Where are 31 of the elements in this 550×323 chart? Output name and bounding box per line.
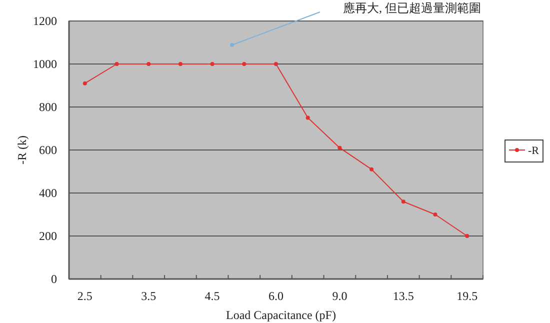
x-tick-label: 4.5 [204,289,220,303]
point [114,62,119,66]
point [82,81,87,86]
point [306,116,310,120]
x-tick-label: 2.5 [77,289,92,303]
y-tick-label: 0 [51,272,57,286]
point [146,62,151,66]
point [338,146,342,150]
y-tick-label: 400 [39,186,57,200]
point [370,167,374,172]
y-tick-label: 1200 [33,14,57,28]
point [242,62,246,66]
point [433,212,438,216]
x-tick-label: 3.5 [141,289,156,303]
x-tick-label: 13.5 [392,289,414,303]
x-tick-label: 9.0 [332,289,348,303]
y-tick-label: 800 [39,100,57,114]
y-tick-label: 200 [39,229,57,243]
x-tick-label: 6.0 [268,289,284,303]
point [274,62,278,66]
point [178,62,182,66]
x-tick-label: 19.5 [456,289,478,303]
y-tick-label: 1000 [33,57,57,71]
y-tick-label: 600 [39,143,57,157]
point [465,234,470,238]
point [210,62,214,66]
point [401,200,406,204]
legend-label: -R [528,145,540,157]
text: 應再大, 但已超過量測範圍 [343,1,481,15]
x-axis-title: Load Capacitance (pF) [226,308,336,322]
y-axis-title: -R (k) [15,136,29,164]
